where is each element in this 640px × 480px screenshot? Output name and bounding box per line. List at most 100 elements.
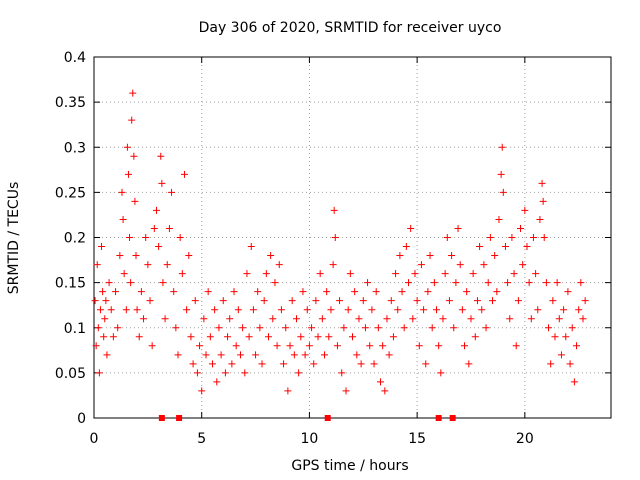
data-point: [258, 360, 266, 368]
data-point: [163, 261, 171, 269]
data-point: [396, 252, 404, 260]
data-point: [303, 306, 311, 314]
data-point: [381, 387, 389, 395]
data-point: [273, 342, 281, 350]
data-point: [539, 197, 547, 205]
data-point: [476, 243, 484, 251]
data-point: [211, 306, 219, 314]
data-point: [241, 369, 249, 377]
data-point: [320, 351, 328, 359]
data-point: [379, 342, 387, 350]
data-point: [206, 333, 214, 341]
data-point: [506, 315, 514, 323]
y-tick-label: 0.35: [55, 95, 86, 111]
data-point: [452, 279, 460, 287]
data-point: [91, 297, 99, 305]
data-point: [130, 152, 138, 160]
data-point: [340, 324, 348, 332]
data-point: [157, 152, 165, 160]
data-point: [94, 324, 102, 332]
data-point: [254, 288, 262, 296]
data-point: [467, 315, 475, 323]
data-point: [349, 333, 356, 341]
data-point: [368, 306, 376, 314]
data-point: [566, 360, 574, 368]
data-point: [148, 342, 156, 350]
data-point: [217, 351, 225, 359]
data-point: [510, 270, 518, 278]
data-point: [187, 333, 195, 341]
data-point: [454, 224, 462, 232]
data-point: [430, 279, 438, 287]
data-point: [385, 351, 393, 359]
data-point: [193, 369, 201, 377]
data-point: [499, 188, 507, 196]
data-point: [422, 360, 430, 368]
data-point: [95, 369, 103, 377]
data-point: [123, 143, 131, 151]
data-point: [581, 297, 589, 305]
y-tick-label: 0.3: [64, 140, 86, 156]
data-point: [99, 288, 107, 296]
data-point: [549, 297, 557, 305]
data-point: [540, 234, 548, 241]
data-point: [498, 143, 506, 151]
data-point: [555, 315, 563, 323]
data-point: [523, 243, 531, 251]
data-point: [135, 333, 143, 341]
data-point: [92, 342, 100, 350]
data-point: [256, 324, 264, 332]
data-point: [131, 197, 139, 205]
data-point: [288, 297, 296, 305]
data-point: [150, 224, 158, 232]
data-point: [534, 306, 542, 314]
data-point: [538, 179, 546, 187]
data-point: [415, 342, 423, 350]
data-point: [101, 315, 109, 323]
data-point: [573, 342, 581, 350]
data-point: [557, 351, 565, 359]
data-point: [308, 324, 316, 332]
data-point: [191, 297, 199, 305]
data-point: [269, 315, 277, 323]
data-point: [330, 206, 338, 214]
data-point: [527, 315, 535, 323]
data-point: [228, 360, 236, 368]
data-point: [480, 261, 488, 269]
data-point: [497, 170, 505, 178]
data-point: [443, 234, 451, 241]
data-point: [560, 306, 568, 314]
data-point: [471, 333, 479, 341]
data-point: [366, 342, 374, 350]
data-point: [519, 261, 527, 269]
data-point: [234, 306, 242, 314]
data-point: [402, 243, 410, 251]
data-point: [327, 306, 335, 314]
data-point: [514, 297, 522, 305]
data-point: [545, 324, 553, 332]
data-point: [333, 342, 341, 350]
data-point: [392, 270, 400, 278]
data-point: [221, 369, 229, 377]
data-point: [351, 288, 359, 296]
data-point: [318, 315, 326, 323]
data-point: [176, 234, 184, 241]
data-point: [336, 297, 344, 305]
data-point: [247, 243, 255, 251]
x-tick-label: 15: [408, 431, 426, 447]
data-point: [301, 351, 309, 359]
data-point: [224, 333, 232, 341]
data-point: [463, 288, 471, 296]
data-point: [364, 279, 372, 287]
data-point: [219, 297, 227, 305]
data-point: [478, 306, 486, 314]
data-point: [433, 306, 441, 314]
data-point: [170, 288, 178, 296]
data-point: [305, 342, 313, 350]
data-point: [133, 306, 141, 314]
data-point: [107, 306, 115, 314]
data-point: [109, 333, 117, 341]
data-point: [424, 288, 432, 296]
y-tick-label: 0: [77, 411, 86, 427]
data-point: [275, 261, 283, 269]
